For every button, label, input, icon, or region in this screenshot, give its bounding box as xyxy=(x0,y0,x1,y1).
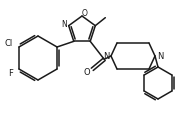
Text: N: N xyxy=(157,51,163,60)
Text: N: N xyxy=(103,51,109,60)
Text: O: O xyxy=(84,67,91,76)
Text: F: F xyxy=(9,69,13,78)
Text: O: O xyxy=(82,8,88,17)
Text: Cl: Cl xyxy=(5,38,13,47)
Text: N: N xyxy=(61,20,66,29)
